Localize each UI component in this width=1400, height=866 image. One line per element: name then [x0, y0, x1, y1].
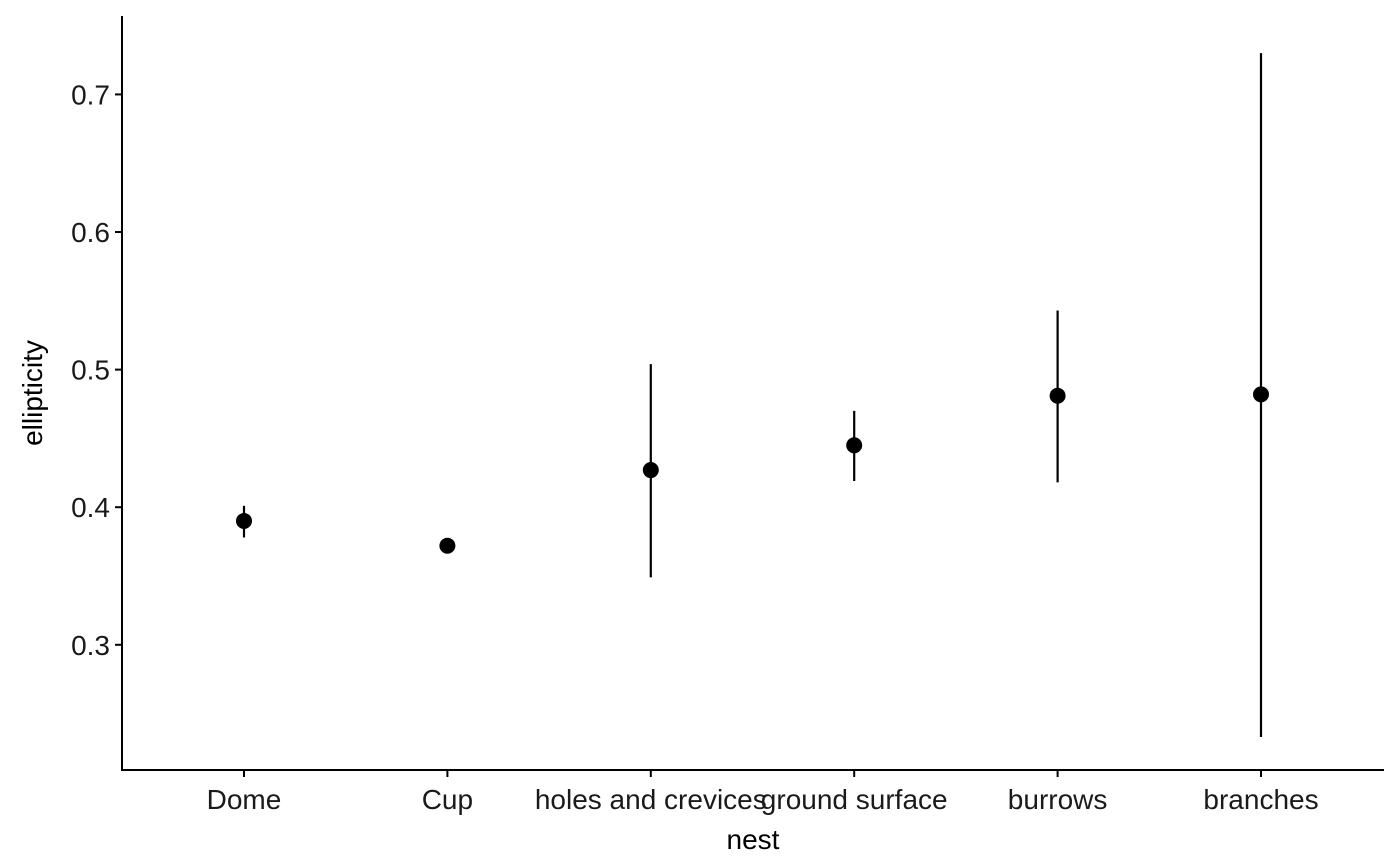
data-point	[642, 462, 659, 479]
data-point	[1049, 387, 1066, 404]
y-axis-title: ellipticity	[17, 340, 48, 446]
data-point	[846, 437, 863, 454]
x-tick-label: holes and crevices	[535, 784, 767, 815]
data-point	[439, 537, 456, 554]
x-tick-label: Cup	[422, 784, 473, 815]
y-tick-label: 0.3	[71, 630, 110, 661]
x-axis-title: nest	[727, 824, 780, 855]
error-bars	[242, 53, 1263, 737]
data-points	[236, 386, 1269, 554]
y-tick-label: 0.6	[71, 217, 110, 248]
y-axis-ticks: 0.3 0.4 0.5 0.6 0.7	[71, 79, 122, 661]
x-tick-label: Dome	[207, 784, 282, 815]
x-tick-label: branches	[1203, 784, 1318, 815]
y-tick-label: 0.5	[71, 355, 110, 386]
y-tick-label: 0.7	[71, 79, 110, 110]
data-point	[236, 512, 252, 529]
x-tick-label: burrows	[1008, 784, 1108, 815]
data-point	[1253, 386, 1269, 403]
x-tick-label: ground surface	[761, 784, 948, 815]
y-tick-label: 0.4	[71, 492, 110, 523]
